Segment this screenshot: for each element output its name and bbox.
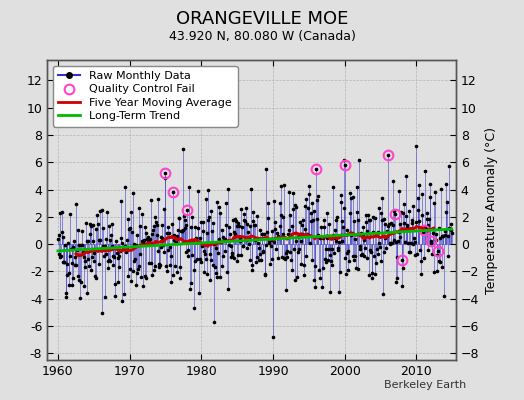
Text: ORANGEVILLE MOE: ORANGEVILLE MOE [176,10,348,28]
Legend: Raw Monthly Data, Quality Control Fail, Five Year Moving Average, Long-Term Tren: Raw Monthly Data, Quality Control Fail, … [53,66,238,127]
Y-axis label: Temperature Anomaly (°C): Temperature Anomaly (°C) [485,126,498,294]
Text: 43.920 N, 80.080 W (Canada): 43.920 N, 80.080 W (Canada) [169,30,355,43]
Text: Berkeley Earth: Berkeley Earth [384,380,466,390]
